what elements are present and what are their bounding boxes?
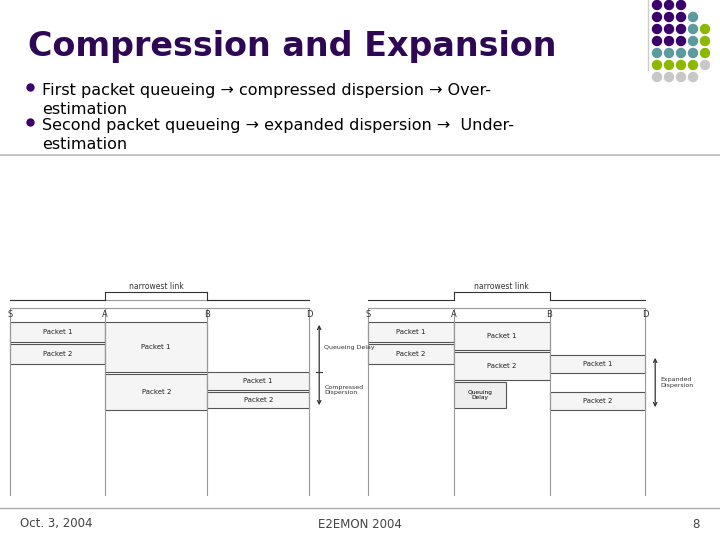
Text: D: D	[306, 310, 312, 319]
Circle shape	[701, 49, 709, 57]
Text: narrowest link: narrowest link	[474, 282, 529, 291]
Circle shape	[652, 1, 662, 10]
FancyBboxPatch shape	[10, 344, 105, 364]
Circle shape	[701, 60, 709, 70]
Circle shape	[665, 37, 673, 45]
Circle shape	[652, 12, 662, 22]
Text: Second packet queueing → expanded dispersion →  Under-: Second packet queueing → expanded disper…	[42, 118, 514, 133]
Text: D: D	[642, 310, 649, 319]
FancyBboxPatch shape	[207, 372, 309, 390]
Text: Packet 1: Packet 1	[487, 333, 516, 339]
Circle shape	[665, 1, 673, 10]
FancyBboxPatch shape	[105, 374, 207, 410]
Text: E2EMON 2004: E2EMON 2004	[318, 517, 402, 530]
Text: First packet queueing → compressed dispersion → Over-: First packet queueing → compressed dispe…	[42, 83, 491, 98]
Text: Packet 1: Packet 1	[582, 361, 612, 367]
Text: Queuing
Delay: Queuing Delay	[468, 389, 492, 400]
Text: B: B	[204, 310, 210, 319]
Text: Compression and Expansion: Compression and Expansion	[28, 30, 557, 63]
Circle shape	[652, 60, 662, 70]
FancyBboxPatch shape	[10, 322, 105, 342]
FancyBboxPatch shape	[454, 322, 549, 350]
FancyBboxPatch shape	[454, 352, 549, 380]
Text: estimation: estimation	[42, 102, 127, 117]
Text: S: S	[365, 310, 371, 319]
Text: Packet 1: Packet 1	[396, 329, 426, 335]
Circle shape	[677, 12, 685, 22]
Circle shape	[688, 37, 698, 45]
Text: Packet 1: Packet 1	[43, 329, 72, 335]
Text: narrowest link: narrowest link	[129, 282, 184, 291]
Circle shape	[665, 72, 673, 82]
FancyBboxPatch shape	[454, 382, 506, 408]
Text: Compressed
Dispersion: Compressed Dispersion	[324, 384, 364, 395]
Text: Packet 2: Packet 2	[243, 397, 273, 403]
Circle shape	[665, 49, 673, 57]
Text: Packet 2: Packet 2	[582, 398, 612, 404]
FancyBboxPatch shape	[549, 392, 645, 410]
Circle shape	[688, 12, 698, 22]
Circle shape	[688, 24, 698, 33]
Circle shape	[652, 37, 662, 45]
Text: Queueing Delay: Queueing Delay	[324, 345, 375, 349]
Text: Expanded
Dispersion: Expanded Dispersion	[660, 377, 693, 388]
Text: Packet 1: Packet 1	[243, 378, 273, 384]
Circle shape	[677, 49, 685, 57]
FancyBboxPatch shape	[368, 322, 454, 342]
Text: estimation: estimation	[42, 137, 127, 152]
Circle shape	[677, 60, 685, 70]
Circle shape	[688, 49, 698, 57]
FancyBboxPatch shape	[549, 355, 645, 373]
Text: 8: 8	[693, 517, 700, 530]
Circle shape	[701, 37, 709, 45]
Text: A: A	[102, 310, 108, 319]
Text: Packet 2: Packet 2	[43, 351, 72, 357]
Text: S: S	[7, 310, 13, 319]
Circle shape	[665, 12, 673, 22]
Circle shape	[665, 60, 673, 70]
Circle shape	[701, 24, 709, 33]
Circle shape	[688, 60, 698, 70]
FancyBboxPatch shape	[105, 322, 207, 372]
Circle shape	[652, 72, 662, 82]
Circle shape	[677, 1, 685, 10]
Circle shape	[652, 24, 662, 33]
Circle shape	[677, 72, 685, 82]
Circle shape	[652, 49, 662, 57]
Text: Oct. 3, 2004: Oct. 3, 2004	[20, 517, 92, 530]
Text: Packet 1: Packet 1	[141, 344, 171, 350]
Circle shape	[677, 24, 685, 33]
FancyBboxPatch shape	[368, 344, 454, 364]
Text: Packet 2: Packet 2	[487, 363, 516, 369]
Text: B: B	[546, 310, 552, 319]
Text: Packet 2: Packet 2	[396, 351, 426, 357]
Circle shape	[677, 37, 685, 45]
Text: A: A	[451, 310, 456, 319]
Circle shape	[688, 72, 698, 82]
Text: Packet 2: Packet 2	[142, 389, 171, 395]
Circle shape	[665, 24, 673, 33]
FancyBboxPatch shape	[207, 392, 309, 408]
